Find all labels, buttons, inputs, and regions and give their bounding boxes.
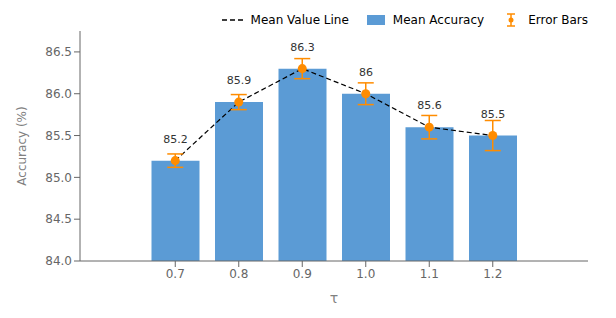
html-text:Error Bars: Error Bars — [528, 13, 588, 27]
svg-text:85.5: 85.5 — [45, 129, 72, 143]
html-text:Mean Accuracy: Mean Accuracy — [392, 13, 485, 27]
svg-text:84.0: 84.0 — [45, 254, 72, 268]
svg-text:86: 86 — [359, 66, 373, 79]
svg-text:0.9: 0.9 — [293, 267, 312, 281]
svg-text:86.0: 86.0 — [45, 87, 72, 101]
svg-text:85.5: 85.5 — [481, 108, 506, 121]
svg-text:0.8: 0.8 — [229, 267, 248, 281]
svg-text:85.6: 85.6 — [417, 99, 442, 112]
svg-text:86.3: 86.3 — [290, 41, 315, 54]
svg-text:0.7: 0.7 — [166, 267, 185, 281]
svg-text:τ: τ — [330, 290, 338, 306]
svg-text:1.1: 1.1 — [420, 267, 439, 281]
svg-text:86.5: 86.5 — [45, 45, 72, 59]
svg-text:1.0: 1.0 — [356, 267, 375, 281]
svg-text:85.0: 85.0 — [45, 171, 72, 185]
svg-text:85.2: 85.2 — [163, 133, 188, 146]
svg-text:84.5: 84.5 — [45, 212, 72, 226]
html-text:Mean Value Line: Mean Value Line — [250, 13, 349, 27]
svg-text:85.9: 85.9 — [227, 74, 252, 87]
svg-text:Accuracy (%): Accuracy (%) — [15, 106, 29, 185]
svg-text:1.2: 1.2 — [483, 267, 502, 281]
